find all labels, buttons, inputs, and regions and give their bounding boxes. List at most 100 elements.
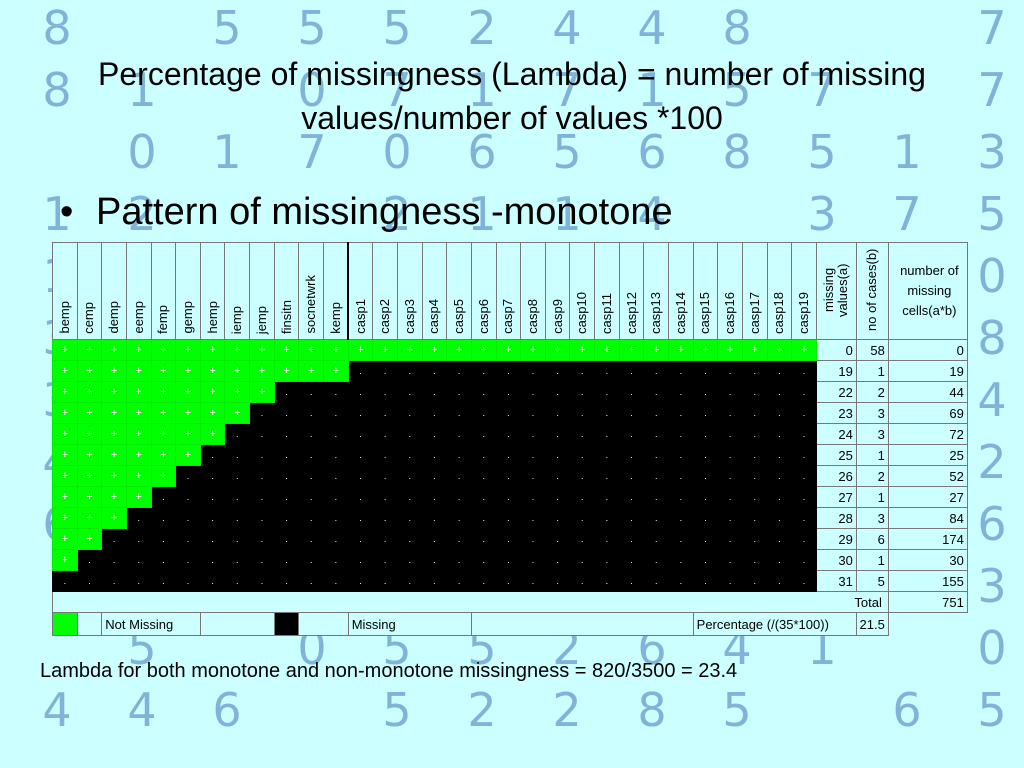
observed-cell: + bbox=[101, 444, 127, 466]
missing-cell: . bbox=[396, 381, 423, 403]
column-header: casp3 bbox=[396, 242, 423, 340]
missing-cells-cell: 69 bbox=[887, 402, 968, 424]
background-digit: 6 bbox=[467, 125, 497, 179]
background-digit: 1 bbox=[552, 187, 582, 241]
missing-cell: . bbox=[717, 360, 743, 382]
bullet-dot-icon: • bbox=[60, 191, 74, 233]
observed-cell: + bbox=[791, 339, 817, 361]
missing-cell: . bbox=[594, 528, 620, 550]
background-digit: 5 bbox=[807, 125, 837, 179]
missing-cell: . bbox=[323, 423, 349, 445]
missing-cell: . bbox=[741, 549, 768, 571]
missing-cell: . bbox=[766, 360, 793, 382]
observed-cell: + bbox=[150, 465, 177, 487]
missing-cell: . bbox=[446, 423, 472, 445]
missing-cell: . bbox=[396, 549, 423, 571]
missing-cell: . bbox=[791, 444, 817, 466]
missing-cell: . bbox=[569, 570, 596, 592]
missing-cell: . bbox=[692, 444, 719, 466]
observed-cell: + bbox=[52, 360, 78, 382]
column-header: casp11 bbox=[594, 242, 620, 340]
missing-cell: . bbox=[199, 507, 226, 529]
background-digit: 0 bbox=[127, 125, 157, 179]
missing-cell: . bbox=[791, 486, 817, 508]
missing-cell: . bbox=[766, 528, 793, 550]
missing-cell: . bbox=[618, 549, 645, 571]
missing-cells-cell: 72 bbox=[887, 423, 968, 445]
background-digit: 2 bbox=[127, 187, 157, 241]
background-digit: 7 bbox=[892, 187, 922, 241]
observed-cell: + bbox=[668, 339, 694, 361]
missing-cell: . bbox=[791, 465, 817, 487]
missing-cell: . bbox=[594, 381, 620, 403]
missing-cell: . bbox=[470, 465, 497, 487]
missing-cells-cell: 30 bbox=[887, 549, 968, 571]
missing-cell: . bbox=[618, 528, 645, 550]
column-header: casp4 bbox=[421, 242, 448, 340]
missing-cell: . bbox=[298, 465, 325, 487]
missing-cell: . bbox=[396, 444, 423, 466]
missing-cell: . bbox=[470, 444, 497, 466]
background-digit: 7 bbox=[382, 63, 412, 117]
observed-cell: + bbox=[199, 381, 226, 403]
missing-cell: . bbox=[298, 423, 325, 445]
observed-cell: + bbox=[175, 444, 201, 466]
missing-cell: . bbox=[520, 402, 546, 424]
missing-cell: . bbox=[372, 507, 398, 529]
missing-cell: . bbox=[544, 549, 571, 571]
missing-cell: . bbox=[323, 528, 349, 550]
missing-cell: . bbox=[76, 570, 103, 592]
missing-cell: . bbox=[199, 486, 226, 508]
missing-cell: . bbox=[741, 507, 768, 529]
missing-cell: . bbox=[372, 402, 398, 424]
observed-cell: + bbox=[298, 339, 325, 361]
missing-cell: . bbox=[741, 486, 768, 508]
missing-cell: . bbox=[396, 570, 423, 592]
observed-cell: + bbox=[125, 444, 152, 466]
missing-cell: . bbox=[741, 402, 768, 424]
missing-swatch bbox=[273, 612, 300, 636]
bullet-point: • Pattern of missingness -monotone bbox=[60, 190, 673, 234]
column-header-label: demp bbox=[106, 301, 122, 334]
column-header-label: casp10 bbox=[574, 292, 590, 334]
missing-values-cell: 30 bbox=[815, 549, 857, 571]
column-header: gemp bbox=[175, 242, 201, 340]
observed-cell: + bbox=[125, 339, 152, 361]
missing-cell: . bbox=[520, 381, 546, 403]
missing-cell: . bbox=[372, 360, 398, 382]
column-header: casp5 bbox=[446, 242, 472, 340]
observed-cell: + bbox=[52, 486, 78, 508]
observed-cell: + bbox=[224, 339, 251, 361]
missing-cell: . bbox=[520, 486, 546, 508]
footer-note: Lambda for both monotone and non-monoton… bbox=[40, 660, 738, 682]
column-header: casp2 bbox=[372, 242, 398, 340]
missing-cell: . bbox=[446, 507, 472, 529]
table-row: + + + + + +......................... 25 1 25 bbox=[52, 444, 968, 466]
missing-cell: . bbox=[643, 549, 670, 571]
cases-cell: 2 bbox=[855, 465, 889, 487]
column-header: casp19 bbox=[791, 242, 817, 340]
background-digit: 5 bbox=[382, 683, 412, 737]
missing-cell: . bbox=[668, 507, 694, 529]
missing-cell: . bbox=[643, 444, 670, 466]
observed-cell: + bbox=[76, 402, 103, 424]
missing-cells-cell: 84 bbox=[887, 507, 968, 529]
missing-cell: . bbox=[298, 570, 325, 592]
cases-cell: 6 bbox=[855, 528, 889, 550]
missing-cells-cell: 44 bbox=[887, 381, 968, 403]
missing-cell: . bbox=[717, 381, 743, 403]
observed-cell: + bbox=[175, 339, 201, 361]
missing-cell: . bbox=[569, 486, 596, 508]
missing-cell: . bbox=[643, 381, 670, 403]
missing-cell: . bbox=[470, 528, 497, 550]
missing-cell: . bbox=[175, 486, 201, 508]
missing-cell: . bbox=[495, 381, 522, 403]
observed-cell: + bbox=[76, 423, 103, 445]
missing-cell: . bbox=[618, 444, 645, 466]
missing-cell: . bbox=[692, 423, 719, 445]
missing-cell: . bbox=[323, 507, 349, 529]
missing-values-cell: 25 bbox=[815, 444, 857, 466]
missing-values-header-label: missing values(a) bbox=[821, 263, 851, 317]
observed-cell: + bbox=[766, 339, 793, 361]
observed-cell: + bbox=[150, 381, 177, 403]
